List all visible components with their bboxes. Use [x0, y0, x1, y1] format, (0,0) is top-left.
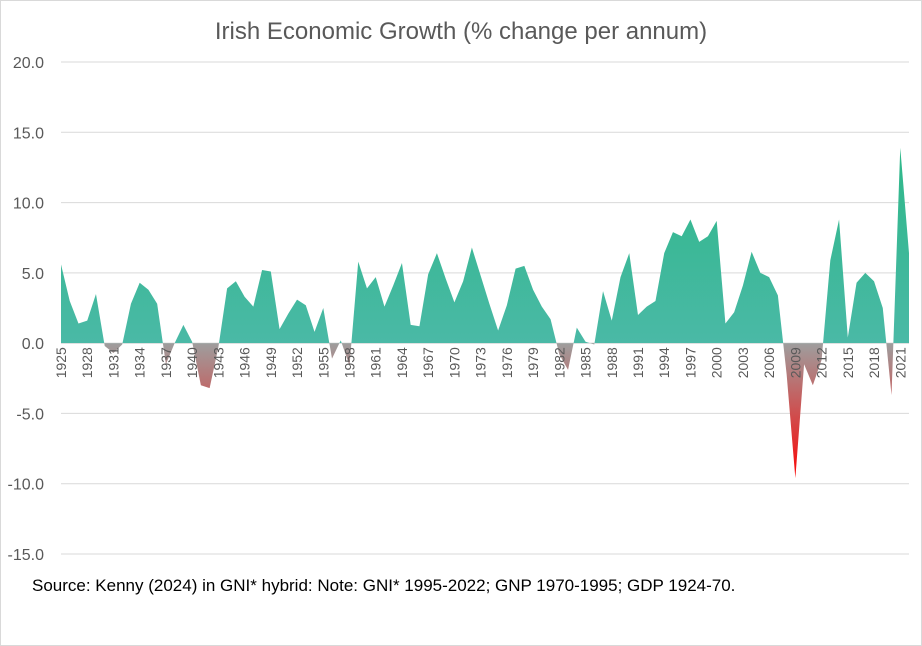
y-axis-tick-labels: 20.0 15.0 10.0 5.0 0.0 -5.0 -10.0 -15.0: [8, 55, 45, 564]
x-tick-label: 1964: [394, 347, 410, 378]
x-tick-label: 1976: [499, 347, 515, 378]
x-tick-label: 1931: [106, 347, 122, 378]
x-tick-label: 2006: [761, 347, 777, 378]
x-tick-label: 1958: [342, 347, 358, 378]
x-tick-label: 1946: [237, 347, 253, 378]
x-tick-label: 2000: [709, 347, 725, 378]
x-tick-label: 1934: [132, 347, 148, 378]
x-tick-label: 1940: [184, 347, 200, 378]
x-axis-tick-labels: 1925 1928 1931 1934 1937 1940 1943 1946 1949 1952…: [53, 347, 908, 378]
x-tick-label: 1991: [630, 347, 646, 378]
x-tick-label: 1928: [79, 347, 95, 378]
x-tick-label: 2021: [892, 347, 908, 378]
x-tick-label: 1988: [604, 347, 620, 378]
y-tick-label: -5.0: [16, 406, 44, 423]
x-tick-label: 1925: [53, 347, 69, 378]
chart-title: Irish Economic Growth (% change per annu…: [214, 18, 708, 45]
y-tick-label: 10.0: [13, 196, 44, 213]
x-tick-label: 1949: [263, 347, 279, 378]
x-tick-label: 1967: [420, 347, 436, 378]
x-tick-label: 2012: [814, 347, 830, 378]
x-tick-label: 1973: [473, 347, 489, 378]
positive-growth-area: [61, 147, 909, 344]
x-tick-label: 2003: [735, 347, 751, 378]
x-tick-label: 1955: [315, 347, 331, 378]
x-tick-label: 1943: [210, 347, 226, 378]
y-tick-label: -15.0: [8, 547, 45, 564]
x-tick-label: 1994: [656, 347, 672, 378]
x-tick-label: 2009: [787, 347, 803, 378]
x-tick-label: 1997: [682, 347, 698, 378]
y-tick-label: 0.0: [22, 336, 44, 353]
x-tick-label: 2018: [866, 347, 882, 378]
x-tick-label: 1970: [446, 347, 462, 378]
x-tick-label: 1952: [289, 347, 305, 378]
x-tick-label: 1985: [578, 347, 594, 378]
x-tick-label: 1937: [158, 347, 174, 378]
y-tick-label: 15.0: [13, 125, 44, 142]
y-tick-label: 20.0: [13, 55, 44, 72]
x-tick-label: 1979: [525, 347, 541, 378]
x-tick-label: 1982: [551, 347, 567, 378]
source-note: Source: Kenny (2024) in GNI* hybrid: Not…: [32, 576, 736, 595]
y-tick-label: -10.0: [8, 477, 45, 494]
y-tick-label: 5.0: [22, 266, 44, 283]
x-tick-label: 2015: [840, 347, 856, 378]
x-tick-label: 1961: [368, 347, 384, 378]
gridlines: [61, 61, 909, 555]
